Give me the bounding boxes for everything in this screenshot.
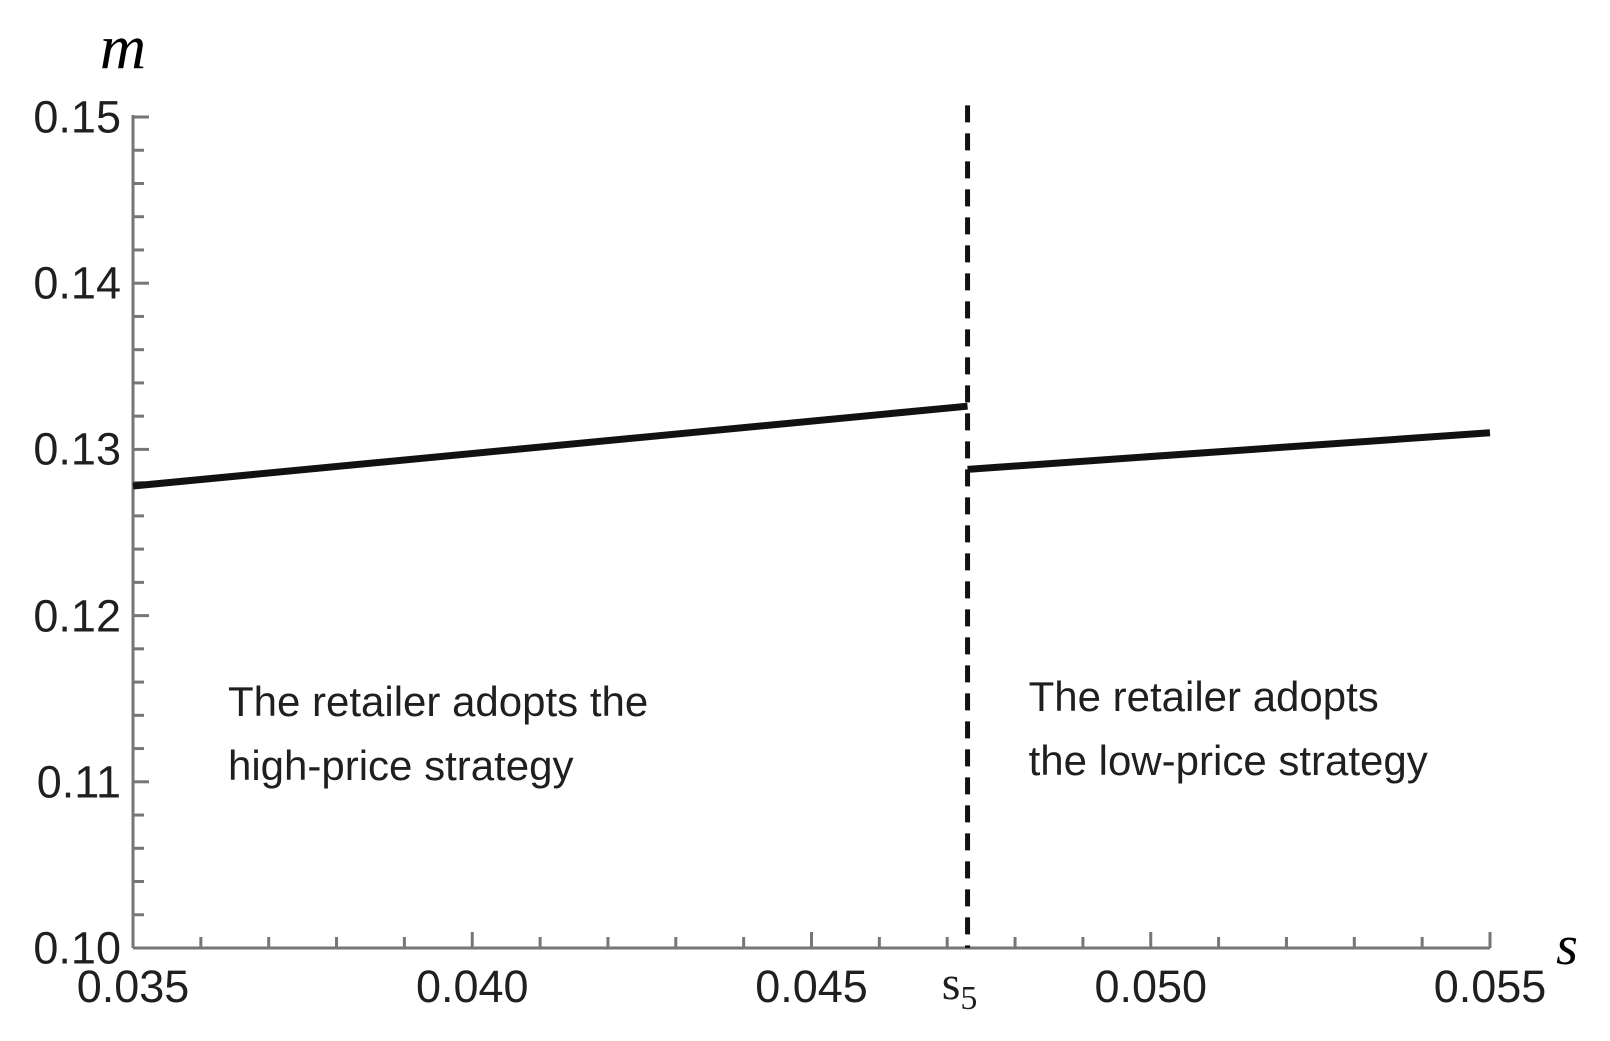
x-tick-label: 0.035 xyxy=(76,961,190,1012)
x-tick-label: 0.055 xyxy=(1433,961,1547,1012)
threshold-label-base: s xyxy=(941,957,961,1010)
y-tick-label: 0.13 xyxy=(33,423,121,475)
x-tick-label-s5: s5 xyxy=(942,960,978,1016)
y-tick-label: 0.14 xyxy=(33,257,121,309)
series-line-margin-under-low-price-strategy xyxy=(967,429,1491,473)
x-tick-label: 0.050 xyxy=(1094,961,1208,1012)
x-axis-label: s xyxy=(1556,915,1578,977)
threshold-label-subscript: 5 xyxy=(960,980,978,1017)
y-tick-label: 0.10 xyxy=(33,922,121,974)
y-axis-label: m xyxy=(99,11,147,83)
annotation-low-price-region: The retailer adopts the low-price strate… xyxy=(1028,673,1428,785)
y-tick-label: 0.12 xyxy=(33,590,121,642)
x-tick-label: 0.045 xyxy=(755,961,868,1012)
annotation-high-price-region: The retailer adopts the high-price strat… xyxy=(227,678,649,790)
x-tick-label: 0.040 xyxy=(415,961,529,1012)
series-line-margin-under-high-price-strategy xyxy=(132,402,968,490)
y-tick-label: 0.11 xyxy=(36,756,121,808)
y-tick-label: 0.15 xyxy=(33,91,121,143)
